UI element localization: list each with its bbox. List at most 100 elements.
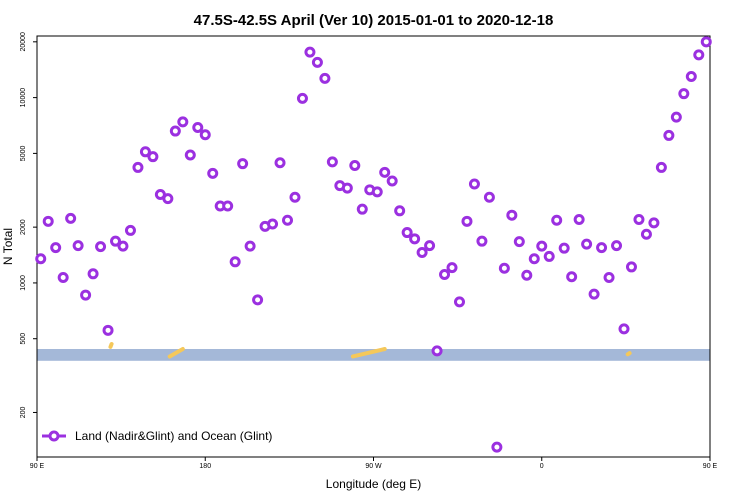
data-point-4 <box>65 212 77 224</box>
data-point-41 <box>341 182 353 194</box>
y-tick-label-5: 10000 <box>20 88 27 108</box>
x-tick-label-2: 90 W <box>365 463 382 470</box>
data-point-19 <box>177 116 189 128</box>
series-points <box>35 36 712 453</box>
data-point-74 <box>588 288 600 300</box>
data-point-9 <box>102 324 114 336</box>
data-point-62 <box>498 262 510 274</box>
data-point-0 <box>35 253 47 265</box>
data-point-27 <box>237 158 249 170</box>
x-tick-label-0: 90 E <box>30 463 45 470</box>
data-point-34 <box>289 191 301 203</box>
data-point-29 <box>252 294 264 306</box>
data-point-73 <box>581 238 593 250</box>
x-axis: 90 E 180 90 W 0 90 E <box>30 457 718 470</box>
data-point-31 <box>267 218 279 230</box>
data-point-14 <box>139 146 151 158</box>
data-point-75 <box>596 242 608 254</box>
data-point-50 <box>409 233 421 245</box>
data-point-55 <box>446 262 458 274</box>
data-point-71 <box>566 271 578 283</box>
data-point-22 <box>199 129 211 141</box>
data-point-20 <box>184 149 196 161</box>
data-point-26 <box>229 256 241 268</box>
ocean-band-layer <box>37 349 710 361</box>
data-point-43 <box>356 203 368 215</box>
data-point-51 <box>416 246 428 258</box>
data-point-86 <box>678 88 690 100</box>
land-mark-2 <box>350 347 387 359</box>
land-mark-1 <box>167 347 185 359</box>
land-mark-0 <box>108 342 114 349</box>
data-point-61 <box>491 441 503 453</box>
x-tick-label-3: 0 <box>540 463 544 470</box>
data-point-39 <box>326 156 338 168</box>
legend: Land (Nadir&Glint) and Ocean (Glint) <box>42 429 272 443</box>
data-point-38 <box>319 72 331 84</box>
x-tick-label-1: 180 <box>199 463 211 470</box>
legend-entry-label: Land (Nadir&Glint) and Ocean (Glint) <box>75 429 272 443</box>
data-point-46 <box>379 166 391 178</box>
land-marks-layer <box>108 342 632 359</box>
data-point-57 <box>461 215 473 227</box>
data-point-80 <box>633 213 645 225</box>
y-tick-label-6: 20000 <box>20 32 27 52</box>
data-point-87 <box>685 70 697 82</box>
data-point-25 <box>222 200 234 212</box>
data-point-89 <box>700 36 712 48</box>
data-point-7 <box>87 268 99 280</box>
data-point-32 <box>274 157 286 169</box>
x-axis-label: Longitude (deg E) <box>326 477 421 491</box>
data-point-42 <box>349 160 361 172</box>
data-point-37 <box>311 56 323 68</box>
data-point-11 <box>117 240 129 252</box>
data-point-52 <box>424 240 436 252</box>
data-point-79 <box>625 261 637 273</box>
data-point-78 <box>618 323 630 335</box>
data-point-28 <box>244 240 256 252</box>
data-point-65 <box>521 269 533 281</box>
data-point-54 <box>439 269 451 281</box>
data-point-6 <box>80 289 92 301</box>
data-point-21 <box>192 121 204 133</box>
data-point-83 <box>655 161 667 173</box>
land-mark-3 <box>625 351 632 357</box>
data-point-5 <box>72 240 84 252</box>
data-point-81 <box>640 228 652 240</box>
data-point-18 <box>169 125 181 137</box>
ocean-band <box>37 349 710 361</box>
data-point-36 <box>304 46 316 58</box>
data-point-48 <box>394 205 406 217</box>
data-point-82 <box>648 217 660 229</box>
y-axis: 200 500 1000 2000 5000 10000 20000 <box>20 32 37 418</box>
data-point-1 <box>42 215 54 227</box>
data-point-35 <box>296 92 308 104</box>
data-point-66 <box>528 253 540 265</box>
data-point-49 <box>401 227 413 239</box>
data-point-2 <box>50 242 62 254</box>
data-point-77 <box>611 240 623 252</box>
y-tick-label-3: 2000 <box>20 219 27 235</box>
data-point-13 <box>132 161 144 173</box>
data-point-15 <box>147 151 159 163</box>
data-point-3 <box>57 271 69 283</box>
data-point-59 <box>476 235 488 247</box>
data-point-70 <box>558 242 570 254</box>
data-point-23 <box>207 167 219 179</box>
y-tick-label-1: 500 <box>20 333 27 345</box>
y-axis-label: N Total <box>1 228 15 265</box>
data-point-69 <box>551 214 563 226</box>
data-point-45 <box>371 186 383 198</box>
data-point-72 <box>573 213 585 225</box>
data-point-33 <box>282 214 294 226</box>
data-point-85 <box>670 111 682 123</box>
plot-frame <box>36 35 711 458</box>
data-point-58 <box>468 178 480 190</box>
legend-swatch-marker <box>48 430 60 442</box>
x-tick-label-4: 90 E <box>703 463 718 470</box>
data-point-64 <box>513 236 525 248</box>
data-point-12 <box>124 224 136 236</box>
y-tick-label-2: 1000 <box>20 275 27 291</box>
data-point-8 <box>95 241 107 253</box>
